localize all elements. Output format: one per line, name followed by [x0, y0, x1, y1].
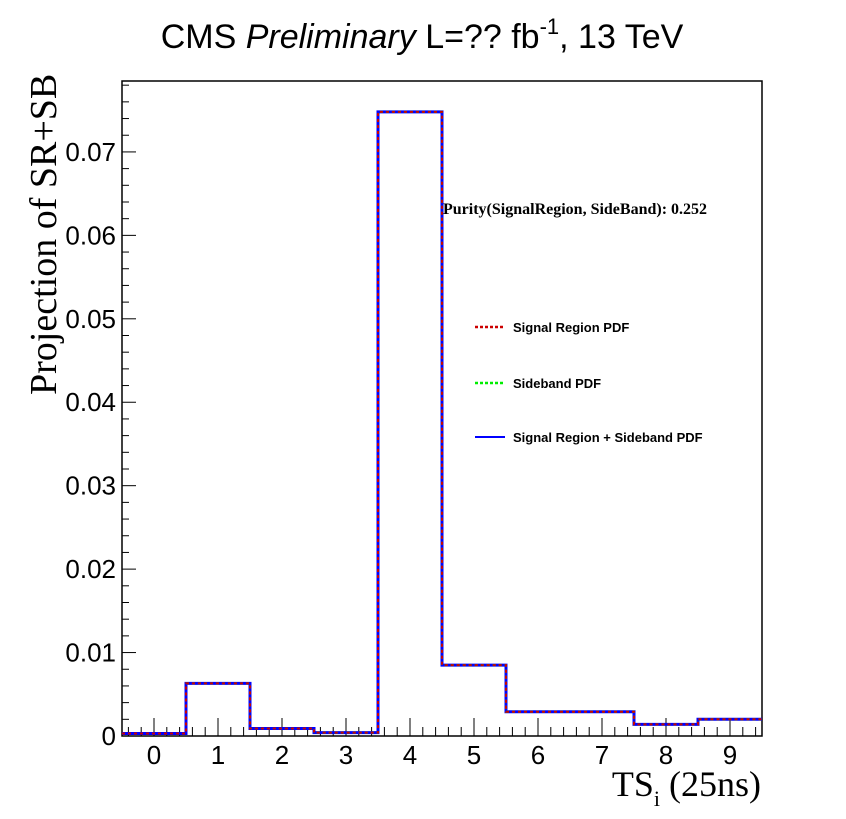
- x-axis-ticks: [127, 718, 757, 736]
- series-layer: [122, 110, 762, 735]
- y-axis-tick-labels: 0 0.01 0.02 0.03 0.04 0.05 0.06 0.07: [65, 137, 116, 751]
- x-tick-label: 3: [339, 740, 353, 770]
- y-tick-label: 0: [102, 721, 116, 751]
- x-tick-label: 6: [531, 740, 545, 770]
- y-tick-label: 0.07: [65, 137, 116, 167]
- x-tick-label: 2: [275, 740, 289, 770]
- legend-label: Signal Region + Sideband PDF: [513, 430, 703, 445]
- x-tick-label: 9: [723, 740, 737, 770]
- y-tick-label: 0.03: [65, 471, 116, 501]
- y-axis-ticks: [122, 151, 136, 737]
- x-tick-label: 7: [595, 740, 609, 770]
- x-tick-label: 8: [659, 740, 673, 770]
- y-tick-label: 0.04: [65, 387, 116, 417]
- y-tick-label: 0.05: [65, 304, 116, 334]
- x-tick-label: 0: [147, 740, 161, 770]
- purity-annotation: Purity(SignalRegion, SideBand): 0.252: [443, 201, 707, 218]
- legend-label: Sideband PDF: [513, 376, 601, 391]
- y-axis-label: Projection of SR+SB: [23, 74, 65, 395]
- x-axis-tick-labels: 0 1 2 3 4 5 6 7 8 9: [147, 740, 737, 770]
- legend-item: Signal Region + Sideband PDF: [475, 430, 703, 445]
- x-axis-label: TSi (25ns): [612, 764, 761, 811]
- legend-item: Sideband PDF: [475, 376, 601, 391]
- y-tick-label: 0.06: [65, 220, 116, 250]
- legend: Signal Region PDF Sideband PDF Signal Regi…: [475, 320, 703, 445]
- x-tick-label: 5: [467, 740, 481, 770]
- y-axis-minor-ticks: [122, 84, 129, 720]
- plot-frame: [121, 80, 763, 737]
- legend-label: Signal Region PDF: [513, 320, 629, 335]
- y-tick-label: 0.02: [65, 554, 116, 584]
- chart-title: CMS Preliminary L=?? fb-1, 13 TeV: [161, 14, 684, 56]
- series-signal-region-pdf: [122, 110, 762, 735]
- x-tick-label: 4: [403, 740, 417, 770]
- y-tick-label: 0.01: [65, 638, 116, 668]
- x-tick-label: 1: [211, 740, 225, 770]
- legend-item: Signal Region PDF: [475, 320, 629, 335]
